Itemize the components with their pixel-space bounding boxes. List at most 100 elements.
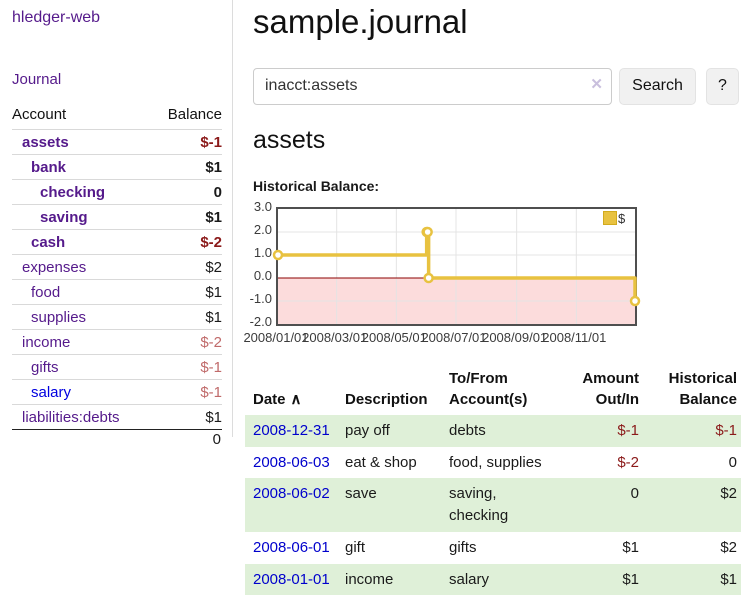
transaction-date-cell: 2008-06-01 (245, 532, 341, 564)
accounts-table-header-row: Account Balance (12, 104, 222, 130)
account-link[interactable]: bank (31, 159, 67, 176)
clear-search-icon[interactable]: ✕ (590, 75, 603, 93)
transaction-accounts: debts (445, 414, 557, 447)
transaction-accounts: food, supplies (449, 453, 542, 471)
account-link[interactable]: supplies (31, 309, 87, 326)
account-row: food $1 (12, 279, 222, 305)
transaction-date-cell: 2008-06-02 (245, 478, 341, 532)
x-axis-tick-label: 2008/03/01 (302, 329, 368, 345)
search-box: ✕ (253, 67, 612, 105)
register-header-description: Description (345, 390, 428, 408)
account-name-cell: saving (12, 204, 152, 230)
transaction-date-link[interactable]: 2008-01-01 (253, 570, 330, 588)
transaction-description: save (341, 478, 445, 532)
transaction-date-cell: 2008-12-31 (245, 414, 341, 447)
register-header-accounts: To/From Account(s) (449, 369, 528, 408)
account-link[interactable]: food (31, 284, 61, 301)
account-link[interactable]: salary (31, 384, 72, 401)
account-heading: assets (253, 125, 326, 154)
app-title-link[interactable]: hledger-web (12, 9, 101, 26)
transaction-balance: $2 (643, 478, 741, 532)
account-link[interactable]: assets (22, 134, 69, 151)
account-name-cell: income (12, 329, 152, 355)
register-header-amount: Amount Out/In (582, 369, 639, 408)
transaction-balance: $1 (643, 563, 741, 595)
transaction-accounts: salary (445, 563, 557, 595)
account-link[interactable]: income (22, 334, 71, 351)
sidebar: hledger-web Journal Account Balance asse… (0, 0, 233, 449)
chart-title: Historical Balance: (253, 177, 380, 194)
search-input[interactable] (253, 67, 612, 105)
search-button[interactable]: Search (619, 67, 696, 105)
x-axis-tick-label: 2008/07/01 (421, 329, 487, 345)
transaction-description: eat & shop (345, 453, 417, 471)
page-title: sample.journal (253, 3, 468, 40)
register-row: 2008-06-03 eat & shop food, supplies $-2 0 (245, 447, 741, 479)
x-axis-tick-label: 2008/05/01 (361, 329, 427, 345)
balance-chart: $ 3.0 2.0 1.0 0.0 -1.0 -2.0 2008/01/01 2008/03/… (243, 199, 648, 349)
account-link[interactable]: saving (40, 209, 88, 226)
accounts-table: Account Balance assets $-1 bank $1 checking 0… (12, 104, 222, 449)
transaction-amount: $-1 (557, 414, 643, 447)
sidebar-item-journal[interactable]: Journal (12, 71, 62, 88)
account-link[interactable]: liabilities:debts (22, 409, 120, 426)
transaction-date-cell: 2008-06-03 (245, 447, 341, 479)
register-header-date-label: Date (253, 390, 286, 408)
account-row: expenses $2 (12, 254, 222, 280)
legend-label: $ (618, 210, 626, 226)
accounts-total-row: 0 (12, 429, 222, 449)
transaction-description: gift (345, 538, 366, 556)
transaction-accounts: gifts (449, 538, 477, 556)
search-form: ✕ Search ? (253, 67, 742, 105)
account-link[interactable]: cash (31, 234, 66, 251)
x-axis-tick-label: 2008/09/01 (482, 329, 548, 345)
register-header-row: Date ∧ Description To/From Account(s) Amo… (245, 363, 741, 415)
account-name-cell: checking (12, 179, 152, 205)
account-link[interactable]: checking (40, 184, 106, 201)
account-balance: $1 (151, 404, 222, 430)
accounts-table-body: assets $-1 bank $1 checking 0 saving $1 cash $-2 e… (12, 129, 222, 430)
transaction-balance: $-1 (643, 414, 741, 447)
transaction-date-link[interactable]: 2008-06-03 (253, 453, 330, 471)
chart-legend: $ (603, 211, 625, 226)
transaction-date-link[interactable]: 2008-12-31 (253, 421, 330, 439)
account-name-cell: salary (12, 379, 152, 405)
register-row: 2008-12-31 pay off debts $-1 $-1 (245, 414, 741, 447)
help-button[interactable]: ? (706, 67, 739, 105)
account-balance: $-1 (151, 354, 222, 380)
transaction-amount: $1 (622, 538, 639, 556)
transaction-description: income (341, 563, 445, 595)
transaction-date-link[interactable]: 2008-06-02 (253, 485, 330, 503)
transaction-balance: $2 (720, 538, 737, 556)
transaction-description: pay off (341, 414, 445, 447)
account-name-cell: cash (12, 229, 152, 255)
accounts-header-account: Account (12, 106, 67, 123)
account-name-cell: assets (12, 129, 152, 155)
account-link[interactable]: expenses (22, 259, 87, 276)
account-name-cell: gifts (12, 354, 152, 380)
register-header-date[interactable]: Date ∧ (245, 363, 341, 415)
app-title: hledger-web (12, 9, 222, 27)
transaction-balance: 0 (728, 453, 737, 471)
account-name-cell: supplies (12, 304, 152, 330)
account-link[interactable]: gifts (31, 359, 59, 376)
account-row: checking 0 (12, 179, 222, 205)
register-table-body: 2008-12-31 pay off debts $-1 $-1 2008-06-03 ea… (245, 414, 741, 595)
transaction-date-cell: 2008-01-01 (245, 563, 341, 595)
account-row: salary $-1 (12, 379, 222, 405)
account-balance: $-1 (151, 379, 222, 405)
account-row: cash $-2 (12, 229, 222, 255)
y-axis-tick-label: -1.0 (249, 290, 272, 306)
account-name-cell: expenses (12, 254, 152, 280)
y-axis-tick-label: 2.0 (253, 221, 272, 237)
account-balance: $-2 (151, 229, 222, 255)
accounts-header-balance: Balance (167, 106, 222, 123)
y-axis-tick-label: 0.0 (253, 267, 272, 283)
account-balance: $1 (151, 204, 222, 230)
account-balance: $1 (151, 279, 222, 305)
account-name-cell: food (12, 279, 152, 305)
account-row: supplies $1 (12, 304, 222, 330)
transaction-date-link[interactable]: 2008-06-01 (253, 538, 330, 556)
sort-ascending-icon: ∧ (290, 390, 302, 408)
